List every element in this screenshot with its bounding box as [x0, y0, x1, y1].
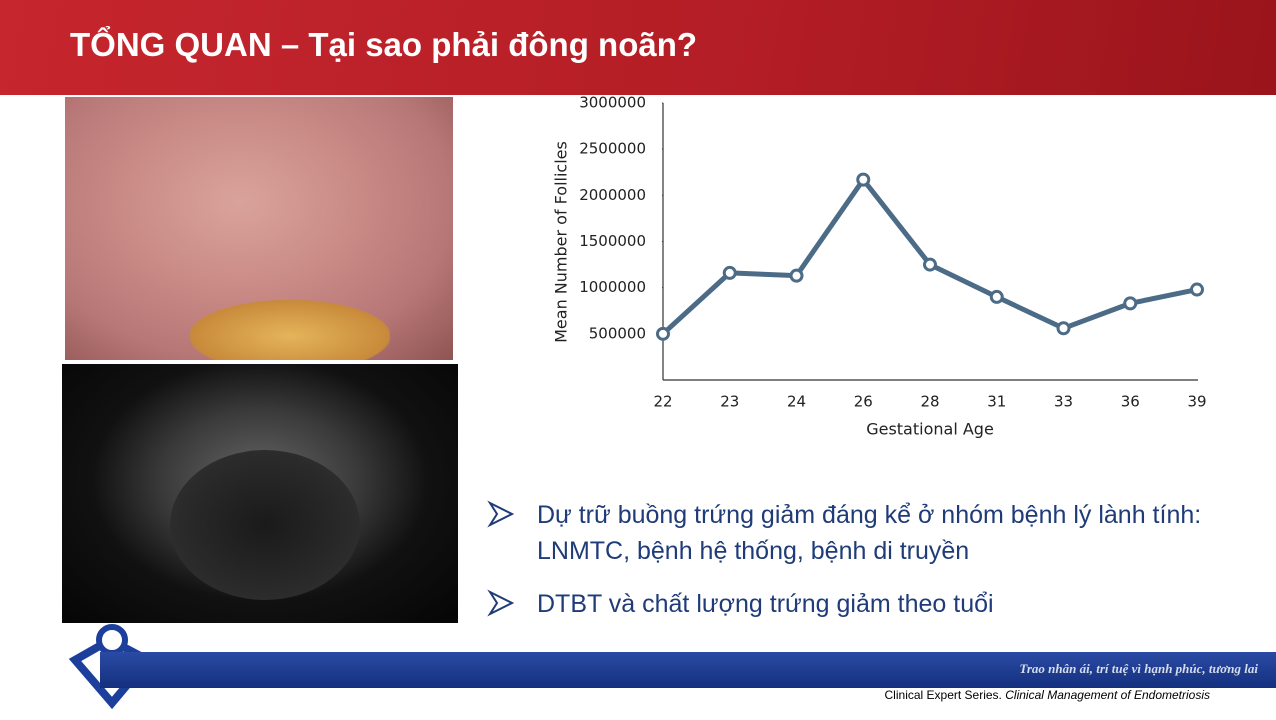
ultrasound-detail	[170, 450, 360, 600]
data-point	[989, 289, 1004, 304]
bullet-text: DTBT và chất lượng trứng giảm theo tuổi	[537, 590, 994, 618]
y-tick-label: 1000000	[579, 278, 646, 296]
x-tick-label: 36	[1121, 393, 1140, 411]
y-tick-label: 3000000	[579, 94, 646, 112]
data-line	[661, 177, 1198, 336]
y-axis-label: Mean Number of Follicles	[552, 141, 571, 343]
data-point	[1056, 321, 1071, 336]
citation-text: Clinical Expert Series.	[884, 688, 1006, 702]
y-tick-label: 1500000	[579, 232, 646, 250]
x-tick-label: 39	[1187, 393, 1206, 411]
x-tick-label: 26	[854, 393, 873, 411]
data-point	[656, 326, 670, 341]
y-tick-label: 500000	[589, 324, 646, 342]
data-point	[1190, 282, 1204, 297]
citation-italic: Clinical Management of Endometriosis	[1005, 688, 1210, 702]
data-point	[789, 268, 804, 283]
photo-detail	[190, 300, 390, 360]
footer-band	[100, 652, 1276, 688]
data-point	[1123, 296, 1138, 311]
x-tick-label: 31	[987, 393, 1006, 411]
bullet-arrow	[487, 589, 515, 617]
x-tick-label: 23	[720, 393, 739, 411]
x-tick-label: 33	[1054, 393, 1073, 411]
slide-title: TỔNG QUAN – Tại sao phải đông noãn?	[70, 26, 698, 63]
header-band	[0, 0, 1276, 95]
data-point	[722, 265, 737, 280]
bullet-text: Dự trữ buồng trứng giảm đáng kể ở nhóm b…	[537, 501, 1202, 565]
data-point	[923, 257, 937, 272]
data-point	[856, 172, 871, 187]
logo-circle	[96, 624, 128, 656]
footer-slogan: Trao nhân ái, trí tuệ vì hạnh phúc, tươn…	[1019, 661, 1258, 676]
bullet-arrows	[487, 500, 515, 617]
y-tick-label: 2500000	[579, 140, 646, 158]
x-tick-label: 28	[920, 393, 939, 411]
x-axis-label: Gestational Age	[866, 420, 994, 439]
y-tick-label: 2000000	[579, 186, 646, 204]
x-tick-label: 22	[653, 393, 672, 411]
x-tick-label: 24	[787, 393, 806, 411]
citation: Clinical Expert Series. Clinical Managem…	[885, 688, 1210, 702]
bullet-arrow	[487, 500, 515, 528]
